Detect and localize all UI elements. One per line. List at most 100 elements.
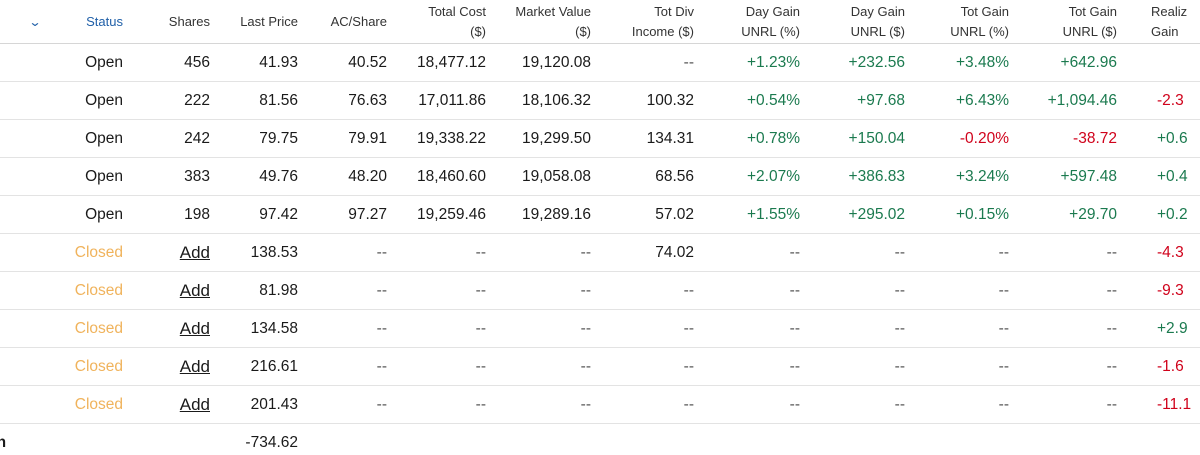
column-header-total-cost[interactable]: Total Cost ($) xyxy=(387,0,486,44)
table-row[interactable]: Open 222 81.56 76.63 17,011.86 18,106.32 100.3… xyxy=(0,81,1200,120)
cell-realized: +2.9 xyxy=(1117,309,1200,348)
cell-market-value: -- xyxy=(486,233,591,272)
cell-day-gain-pct: -- xyxy=(694,347,800,386)
cash-label: sh xyxy=(0,424,46,455)
cell-day-gain-usd: -- xyxy=(800,309,905,348)
cell-last-price: 81.98 xyxy=(210,271,298,310)
cell-shares: 242 xyxy=(123,119,210,158)
column-header-tot-gain-usd[interactable]: Tot Gain UNRL ($) xyxy=(1009,0,1117,44)
table-row[interactable]: Open 383 49.76 48.20 18,460.60 19,058.08 68.56… xyxy=(0,157,1200,196)
column-header-status[interactable]: Status xyxy=(46,0,123,44)
cell-shares: 198 xyxy=(123,195,210,234)
cell-day-gain-usd: +97.68 xyxy=(800,81,905,120)
cell-market-value: 19,299.50 xyxy=(486,119,591,158)
row-spacer xyxy=(0,271,46,310)
cell-last-price: 41.93 xyxy=(210,43,298,82)
column-header-label: Tot Gain xyxy=(1068,3,1117,19)
cell-last-price: 216.61 xyxy=(210,347,298,386)
cell-last-price: 81.56 xyxy=(210,81,298,120)
chevron-down-icon[interactable]: ⌄ xyxy=(28,14,42,29)
cell-status: Open xyxy=(46,195,123,234)
column-header-tot-gain-pct[interactable]: Tot Gain UNRL (%) xyxy=(905,0,1009,44)
cash-value: -734.62 xyxy=(245,434,298,451)
cell-tot-gain-usd: +642.96 xyxy=(1009,43,1117,82)
cell-tot-div: 100.32 xyxy=(591,81,694,120)
cell-tot-gain-pct: -- xyxy=(905,309,1009,348)
empty-cell xyxy=(298,424,387,455)
column-header-day-gain-pct[interactable]: Day Gain UNRL (%) xyxy=(694,0,800,44)
cell-shares: 456 xyxy=(123,43,210,82)
table-row[interactable]: Closed Add 81.98 -- -- -- -- -- -- -- -- -9.3 xyxy=(0,271,1200,310)
cell-day-gain-usd: +150.04 xyxy=(800,119,905,158)
cell-tot-gain-pct: -- xyxy=(905,233,1009,272)
cell-last-price: 97.42 xyxy=(210,195,298,234)
row-spacer xyxy=(0,195,46,234)
add-shares-link[interactable]: Add xyxy=(179,280,210,300)
table-row[interactable]: Closed Add 201.43 -- -- -- -- -- -- -- -- -11.1 xyxy=(0,385,1200,424)
cell-tot-div: -- xyxy=(591,309,694,348)
table-row[interactable]: Open 242 79.75 79.91 19,338.22 19,299.50 134.3… xyxy=(0,119,1200,158)
column-header-unit: UNRL ($) xyxy=(1062,23,1117,39)
table-row[interactable]: Open 456 41.93 40.52 18,477.12 19,120.08 -- +1.… xyxy=(0,43,1200,82)
cell-total-cost: 19,338.22 xyxy=(387,119,486,158)
cell-market-value: 19,289.16 xyxy=(486,195,591,234)
cell-realized: -11.1 xyxy=(1117,385,1200,424)
column-header-unit: ($) xyxy=(575,23,591,39)
table-row[interactable]: Open 198 97.42 97.27 19,259.46 19,289.16 57.02… xyxy=(0,195,1200,234)
add-shares-link[interactable]: Add xyxy=(179,242,210,262)
cell-tot-gain-usd: -- xyxy=(1009,385,1117,424)
column-header-last-price[interactable]: Last Price xyxy=(210,0,298,44)
cell-tot-gain-pct: +3.24% xyxy=(905,157,1009,196)
select-all-column[interactable]: ⌄ xyxy=(0,0,46,44)
table-row[interactable]: Closed Add 216.61 -- -- -- -- -- -- -- -- -1.6 xyxy=(0,347,1200,386)
cell-ac-share: -- xyxy=(298,271,387,310)
cell-day-gain-usd: -- xyxy=(800,233,905,272)
cell-tot-gain-pct: -- xyxy=(905,347,1009,386)
table-row[interactable]: Closed Add 138.53 -- -- -- 74.02 -- -- -- -- -4.3 xyxy=(0,233,1200,272)
cell-day-gain-usd: +232.56 xyxy=(800,43,905,82)
row-spacer xyxy=(0,43,46,82)
row-spacer xyxy=(0,233,46,272)
cell-total-cost: 18,477.12 xyxy=(387,43,486,82)
add-shares-link[interactable]: Add xyxy=(179,356,210,376)
empty-cell xyxy=(1009,424,1117,455)
cell-day-gain-usd: +295.02 xyxy=(800,195,905,234)
column-header-shares[interactable]: Shares xyxy=(123,0,210,44)
column-header-unit: Gain xyxy=(1151,23,1179,39)
column-header-label: Tot Gain xyxy=(960,3,1009,19)
row-spacer xyxy=(0,119,46,158)
cell-shares: Add xyxy=(123,309,210,348)
add-shares-link[interactable]: Add xyxy=(179,394,210,414)
row-spacer xyxy=(0,309,46,348)
column-header-day-gain-usd[interactable]: Day Gain UNRL ($) xyxy=(800,0,905,44)
cell-ac-share: 48.20 xyxy=(298,157,387,196)
cell-tot-gain-usd: -- xyxy=(1009,271,1117,310)
add-shares-link[interactable]: Add xyxy=(179,318,210,338)
cell-last-price: 138.53 xyxy=(210,233,298,272)
column-header-ac-share[interactable]: AC/Share xyxy=(298,0,387,44)
cell-ac-share: 76.63 xyxy=(298,81,387,120)
cell-realized: +0.4 xyxy=(1117,157,1200,196)
column-header-label: Total Cost xyxy=(428,3,486,19)
cell-day-gain-pct: +1.23% xyxy=(694,43,800,82)
cell-status: Closed xyxy=(46,385,123,424)
cell-market-value: -- xyxy=(486,271,591,310)
cell-ac-share: -- xyxy=(298,347,387,386)
cell-ac-share: 97.27 xyxy=(298,195,387,234)
cell-ac-share: -- xyxy=(298,233,387,272)
row-spacer xyxy=(0,157,46,196)
column-header-realized-gain[interactable]: Realiz Gain xyxy=(1117,0,1200,44)
column-header-tot-div-income[interactable]: Tot Div Income ($) xyxy=(591,0,694,44)
table-row[interactable]: Closed Add 134.58 -- -- -- -- -- -- -- -- +2.9 xyxy=(0,309,1200,348)
cell-total-cost: -- xyxy=(387,385,486,424)
cell-day-gain-pct: +2.07% xyxy=(694,157,800,196)
cell-day-gain-pct: -- xyxy=(694,233,800,272)
cell-total-cost: 17,011.86 xyxy=(387,81,486,120)
cell-shares: Add xyxy=(123,347,210,386)
cell-status: Open xyxy=(46,157,123,196)
cell-realized xyxy=(1117,43,1200,82)
column-header-market-value[interactable]: Market Value ($) xyxy=(486,0,591,44)
cell-day-gain-pct: +0.78% xyxy=(694,119,800,158)
holdings-rows: Open 456 41.93 40.52 18,477.12 19,120.08 -- +1.… xyxy=(0,43,1200,455)
